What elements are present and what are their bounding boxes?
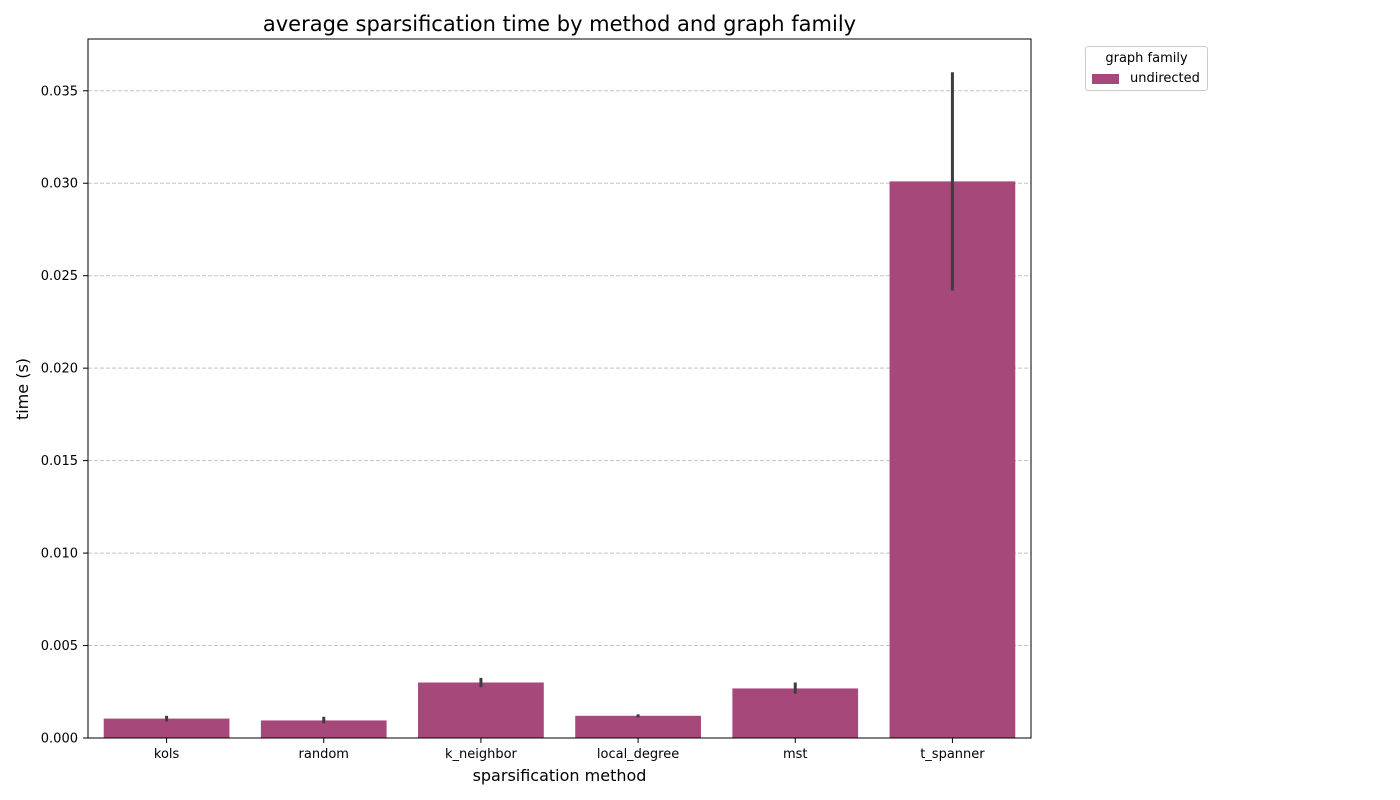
x-tick-label: random bbox=[299, 747, 349, 762]
x-tick-label: t_spanner bbox=[920, 747, 985, 762]
bar-local_degree bbox=[575, 715, 701, 738]
bar-mst bbox=[732, 688, 859, 738]
y-tick-label: 0.005 bbox=[41, 639, 78, 654]
legend-label: undirected bbox=[1130, 71, 1200, 86]
error-bars bbox=[165, 72, 954, 724]
y-axis-label: time (s) bbox=[13, 358, 32, 420]
gridlines bbox=[88, 90, 1031, 647]
plot-frame bbox=[87, 38, 1032, 739]
bar-k_neighbor bbox=[418, 682, 544, 738]
bars bbox=[103, 181, 1016, 738]
y-tick-label: 0.010 bbox=[41, 547, 78, 562]
y-tick-label: 0.020 bbox=[41, 362, 78, 377]
bar-random bbox=[260, 720, 387, 738]
legend: graph family undirected bbox=[1085, 46, 1208, 91]
y-tick-label: 0.025 bbox=[41, 269, 78, 284]
y-tick-label: 0.035 bbox=[41, 84, 78, 99]
x-tick-label: local_degree bbox=[597, 747, 679, 762]
y-axis-ticks: 0.000 0.005 0.010 0.015 0.020 0.025 0.030 0.035 bbox=[41, 84, 88, 747]
legend-swatch bbox=[1092, 74, 1119, 84]
y-tick-label: 0.000 bbox=[41, 732, 78, 747]
x-axis-ticks: kols random k_neighbor local_degree mst t_spa… bbox=[154, 738, 985, 762]
x-axis-label: sparsification method bbox=[473, 766, 647, 785]
y-tick-label: 0.015 bbox=[41, 454, 78, 469]
x-tick-label: mst bbox=[783, 747, 808, 762]
y-tick-label: 0.030 bbox=[41, 177, 78, 192]
x-tick-label: kols bbox=[154, 747, 180, 762]
bar-kols bbox=[103, 718, 230, 738]
x-tick-label: k_neighbor bbox=[445, 747, 518, 762]
legend-title: graph family bbox=[1105, 51, 1188, 66]
chart-title: average sparsification time by method an… bbox=[263, 12, 856, 36]
